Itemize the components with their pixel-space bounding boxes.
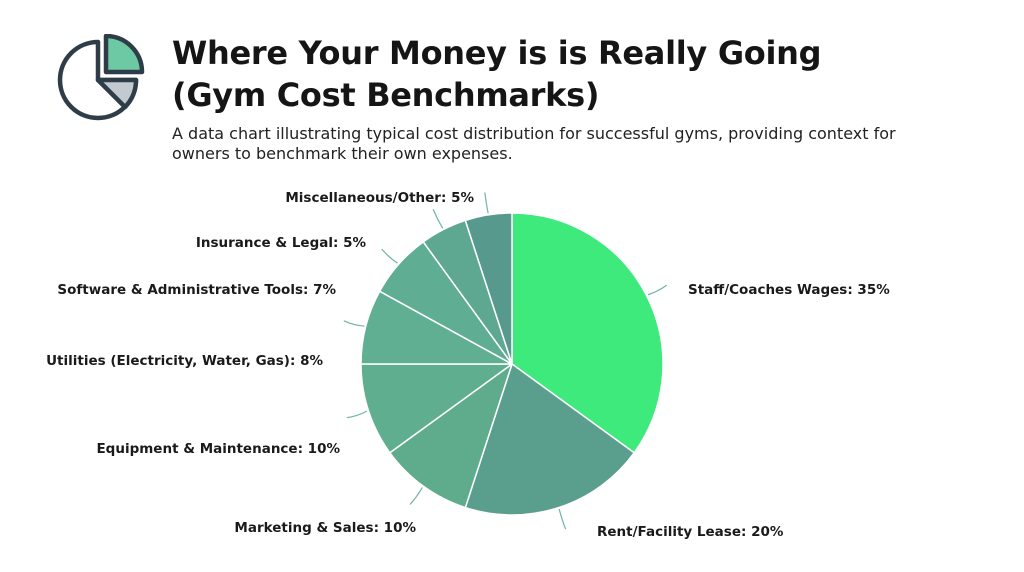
pie-chart-icon [57, 34, 145, 121]
pie-label-7: Insurance & Legal: 5% [196, 235, 367, 251]
pie-slice-8 [464, 212, 513, 365]
pie-leader-line-6 [381, 248, 398, 264]
page-title-line-1: Where Your Money is is Really Going [172, 34, 822, 72]
pie-chart-icon-gray-wedge [95, 77, 139, 110]
pie-label-3: Marketing & Sales: 10% [234, 520, 416, 536]
pie-leader-line-4 [346, 410, 368, 419]
pie-leader-lines [343, 192, 668, 530]
pie-label-6: Software & Administrative Tools: 7% [57, 282, 336, 298]
pie-slice-1 [511, 212, 664, 454]
pie-slices [360, 212, 664, 516]
pie-leader-line-8 [484, 192, 489, 214]
pie-leader-line-1 [647, 284, 668, 296]
pie-label-1: Staff/Coaches Wages: 35% [688, 282, 890, 298]
page-subtitle: A data chart illustrating typical cost d… [172, 124, 952, 164]
pie-label-8: Miscellaneous/Other: 5% [285, 190, 474, 206]
pie-label-4: Equipment & Maintenance: 10% [96, 441, 340, 457]
pie-labels: Staff/Coaches Wages: 35% Rent/Facility Le… [46, 190, 890, 540]
page-title-line-2: (Gym Cost Benchmarks) [172, 76, 600, 114]
pie-label-2: Rent/Facility Lease: 20% [597, 524, 784, 540]
pie-leader-line-7 [432, 209, 444, 229]
pie-leader-line-5 [343, 320, 365, 327]
pie-chart-icon-accent-wedge [103, 34, 145, 75]
pie-slice-3 [389, 363, 513, 509]
page-subtitle-line-1: A data chart illustrating typical cost d… [172, 124, 896, 143]
page-subtitle-line-2: owners to benchmark their own expenses. [172, 144, 513, 163]
pie-slice-2 [464, 363, 635, 516]
pie-slice-4 [360, 363, 513, 454]
page-title: Where Your Money is is Really Going (Gym… [172, 32, 972, 116]
pie-leader-line-3 [409, 487, 423, 505]
pie-leader-line-2 [558, 508, 567, 530]
pie-label-5: Utilities (Electricity, Water, Gas): 8% [46, 353, 323, 369]
